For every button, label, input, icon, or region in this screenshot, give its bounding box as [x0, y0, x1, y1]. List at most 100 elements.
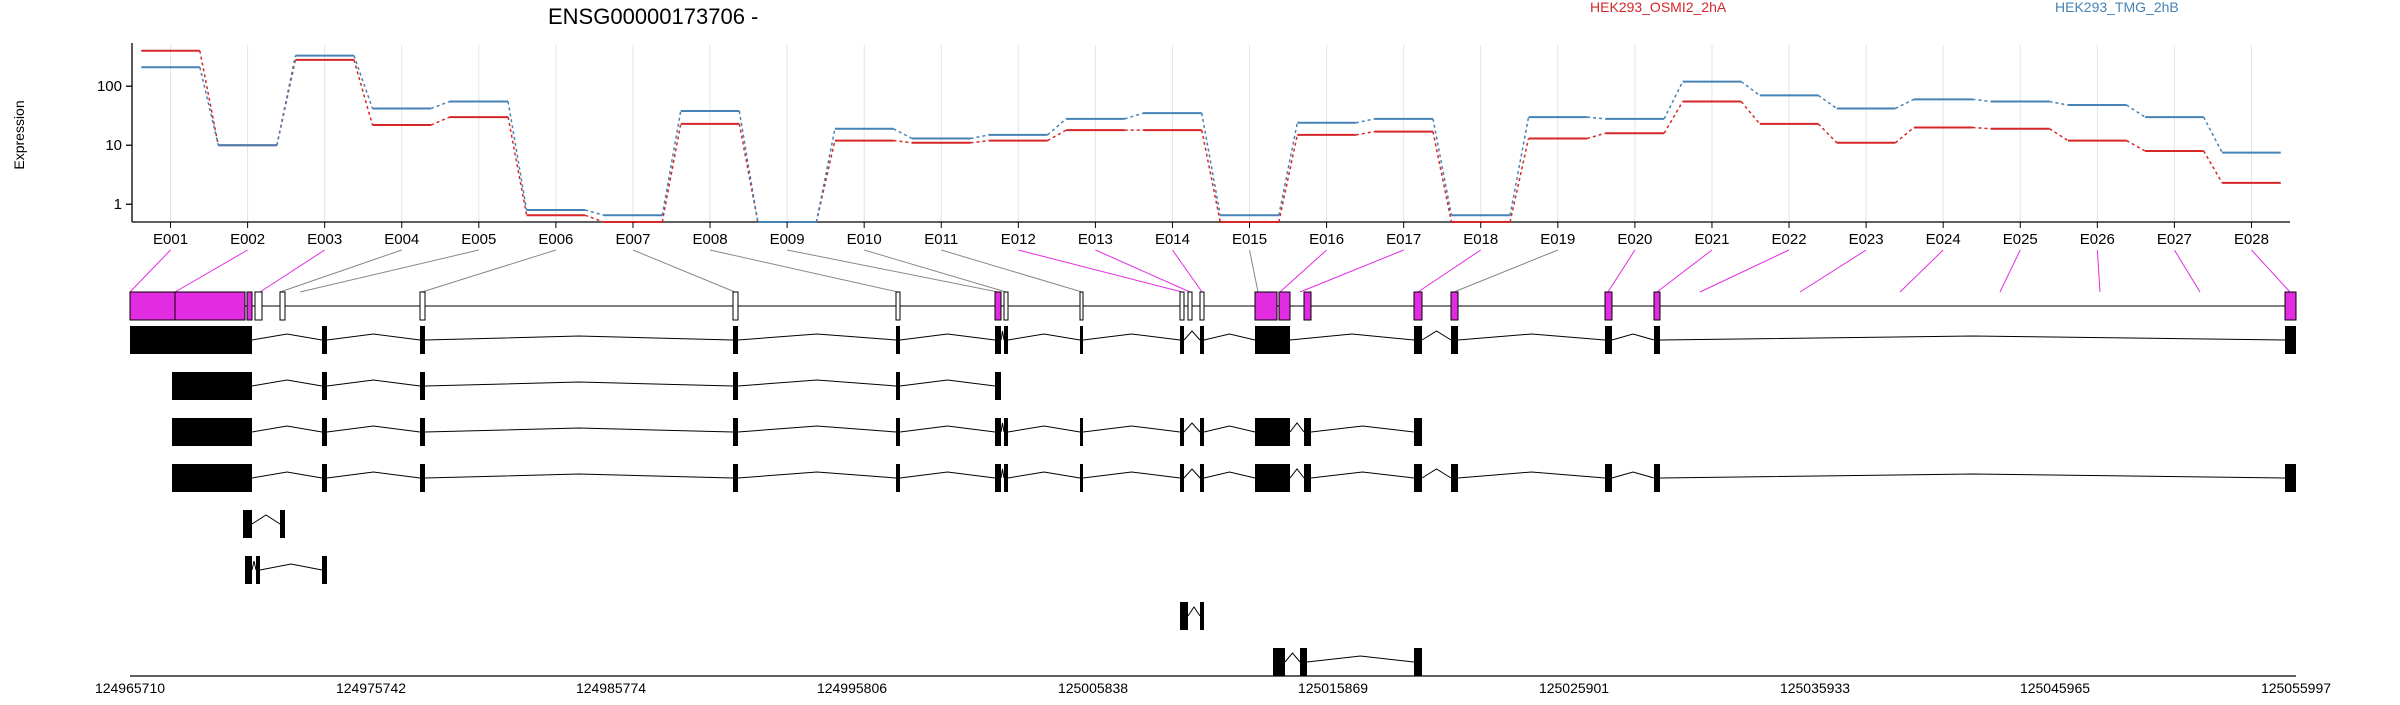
transcript-3	[172, 418, 1422, 446]
transcript-exon	[1180, 418, 1184, 446]
transcript-exon	[280, 510, 285, 538]
x-tick-label: E005	[461, 231, 496, 248]
series-connector	[1355, 130, 1375, 136]
coordinate-tick-label: 125035933	[1780, 680, 1850, 696]
x-tick-label: E014	[1155, 231, 1190, 248]
series-connector	[970, 134, 990, 140]
coordinate-tick-label: 125055997	[2261, 680, 2331, 696]
series-connector	[584, 214, 604, 223]
series-connector	[1817, 123, 1838, 144]
transcript-intron	[1457, 471, 1606, 479]
gene-model-exon	[419, 291, 426, 321]
x-tick-label: E025	[2003, 231, 2038, 248]
transcript-intron	[1000, 330, 1005, 341]
series-1	[141, 49, 2281, 223]
series-connector	[1740, 80, 1761, 96]
x-tick-label: E007	[615, 231, 650, 248]
transcript-exon	[172, 418, 252, 446]
gene-model-exon	[732, 291, 739, 321]
transcript-intron	[1000, 422, 1005, 433]
y-tick-label: 100	[97, 78, 122, 95]
x-tick-label: E010	[847, 231, 882, 248]
transcript-exon	[1080, 326, 1083, 354]
coordinate-tick-label: 124965710	[95, 680, 165, 696]
exon-connector	[1899, 249, 1944, 293]
transcript-intron	[251, 514, 281, 525]
transcript-exon	[896, 464, 900, 492]
transcript-exon	[172, 372, 252, 400]
x-tick-label: E013	[1078, 231, 1113, 248]
gene-model-exon	[1187, 291, 1193, 321]
x-tick-label: E018	[1463, 231, 1498, 248]
transcript-exon	[1180, 602, 1188, 630]
gene-model-exon	[254, 291, 263, 321]
coordinate-tick-label: 125015869	[1298, 680, 1368, 696]
series-connector	[2126, 104, 2146, 118]
series-connector	[353, 55, 374, 109]
transcript-intron	[1082, 471, 1181, 479]
transcript-exon	[733, 418, 738, 446]
transcript-exon	[896, 326, 900, 354]
coordinate-tick-label: 124995806	[817, 680, 887, 696]
series-connector	[738, 123, 759, 223]
series-connector	[1278, 134, 1299, 223]
transcript-exon	[1004, 464, 1008, 492]
y-axis-label: Expression	[11, 100, 27, 169]
transcript-exon	[1180, 464, 1184, 492]
series-connector	[1201, 130, 1221, 223]
transcript-intron	[899, 471, 996, 479]
gene-model-track	[129, 291, 2297, 321]
x-tick-label: E028	[2234, 231, 2269, 248]
transcript-exon	[896, 418, 900, 446]
gene-model-exon	[1254, 291, 1278, 321]
transcript-exon	[1080, 418, 1083, 446]
transcript-exon	[995, 326, 1001, 354]
transcript-exon	[995, 418, 1001, 446]
series-connector	[430, 116, 450, 126]
exon-connector	[2173, 249, 2201, 293]
x-tick-label: E023	[1849, 231, 1884, 248]
x-tick-label: E006	[538, 231, 573, 248]
transcript-4	[172, 464, 2296, 492]
transcript-5	[243, 510, 285, 538]
series-connector	[1355, 118, 1375, 124]
transcript-exon	[1451, 326, 1458, 354]
transcript-exon	[1255, 326, 1290, 354]
exon-connector	[279, 249, 402, 293]
transcript-intron	[1310, 471, 1415, 479]
transcript-intron	[251, 471, 323, 479]
x-tick-label: E008	[693, 231, 728, 248]
transcript-intron	[251, 379, 323, 387]
transcript-exon	[322, 556, 327, 584]
exon-connector	[421, 249, 557, 293]
transcript-exon	[733, 464, 738, 492]
exon-connector	[174, 249, 248, 293]
coordinate-tick-label: 125045965	[2020, 680, 2090, 696]
transcript-intron	[1183, 422, 1201, 433]
genomic-coordinate-axis: 124965710 124975742 124985774 124995806 1250…	[95, 675, 2331, 696]
exon-tick-labels: E001 E002 E003 E004 E005 E006 E007 E008 E009 E010…	[153, 222, 2269, 248]
transcript-tracks	[130, 326, 2296, 676]
transcript-exon	[1300, 648, 1307, 676]
x-tick-label: E020	[1617, 231, 1652, 248]
transcript-intron	[1289, 422, 1305, 433]
gene-model-exon	[1604, 291, 1613, 321]
transcript-intron	[1082, 425, 1181, 433]
gene-model-exon	[1003, 291, 1009, 321]
series-connector	[661, 123, 682, 223]
x-tick-label: E012	[1001, 231, 1036, 248]
exon-connector	[1249, 249, 1259, 293]
transcript-exon	[995, 464, 1001, 492]
transcript-intron	[1183, 468, 1201, 479]
transcript-intron	[1289, 468, 1305, 479]
series-connector	[2049, 100, 2069, 106]
transcript-intron	[424, 381, 734, 387]
transcript-exon	[1414, 326, 1422, 354]
transcript-intron	[259, 563, 323, 571]
series-connector	[970, 139, 990, 144]
coordinate-tick-label: 125005838	[1058, 680, 1128, 696]
series-2	[141, 54, 2281, 223]
transcript-exon	[1414, 648, 1422, 676]
series-connector	[199, 67, 220, 146]
exon-connector	[1172, 249, 1203, 293]
